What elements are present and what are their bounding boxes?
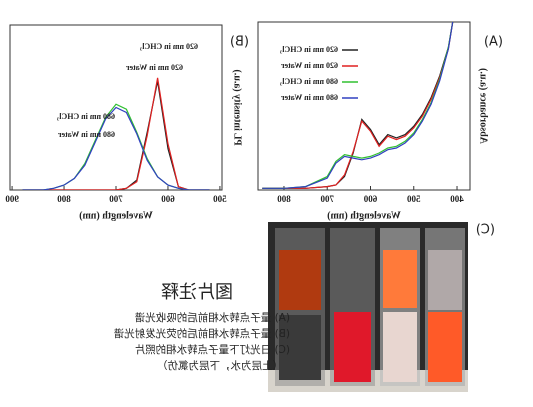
x-tick-label: 700: [109, 194, 123, 204]
panel-label: (C): [476, 223, 495, 238]
series-line: [262, 22, 454, 189]
x-tick-label: 500: [407, 194, 421, 204]
caption-line: (A) 量子点转水相前后的吸收光谱: [134, 311, 290, 324]
series-line: [22, 103, 210, 190]
annotation: 680 nm in Water: [58, 130, 115, 139]
caption-line: （上层为水，下层为氯仿）: [157, 359, 283, 372]
y-axis-label: Absorbance (a.u.): [478, 68, 489, 144]
caption-line: (B) 量子点转水相前后的荧光发射光谱: [113, 327, 290, 340]
panel-label: (A): [484, 35, 503, 50]
caption: 图片注释 (A) 量子点转水相前后的吸收光谱 (B) 量子点转水相前后的荧光发射…: [113, 282, 290, 372]
lower-layer: [279, 315, 321, 380]
series-line: [22, 106, 210, 190]
legend-label: 620 nm in CHCl₃: [279, 45, 338, 54]
x-tick-label: 600: [363, 194, 377, 204]
series-line: [262, 22, 454, 189]
x-tick-label: 700: [320, 194, 334, 204]
y-axis-label: PL intensity (a.u.): [232, 69, 243, 145]
annotation: 680 nm in CHCl₃: [56, 112, 115, 121]
plot-frame: [257, 21, 471, 191]
photo: (C): [268, 222, 495, 392]
x-tick-label: 600: [161, 194, 175, 204]
upper-layer: [334, 250, 371, 310]
x-axis-label: Wavelength (nm): [79, 210, 153, 221]
series-line: [22, 77, 210, 190]
caption-title: 图片注释: [161, 282, 233, 303]
series-line: [22, 80, 210, 190]
legend-label: 680 nm in CHCl₃: [279, 77, 338, 86]
x-tick-label: 800: [57, 194, 71, 204]
legend-label: 620 nm in Water: [281, 61, 338, 70]
x-tick-label: 800: [277, 194, 291, 204]
mirrored-figure: (C) 图片注释 (A) 量子点转水相前后的吸收光谱 (B) 量子点转水相前后的…: [5, 21, 503, 392]
lower-layer: [383, 312, 417, 382]
x-axis-label: Wavelength (nm): [327, 210, 401, 221]
x-tick-label: 900: [5, 194, 19, 204]
annotation: 620 nm in CHCl₃: [139, 42, 198, 51]
plot-area: [22, 77, 210, 190]
legend-label: 680 nm in Water: [281, 93, 338, 102]
lower-layer: [428, 312, 462, 382]
upper-layer: [428, 250, 462, 310]
lower-layer: [334, 312, 371, 382]
caption-line: (C) 日光灯下量子点转水相的照片: [135, 343, 290, 356]
annotation: 620 nm in Water: [126, 63, 183, 72]
upper-layer: [383, 250, 417, 308]
plot-area: [262, 22, 454, 189]
x-tick-label: 500: [213, 194, 227, 204]
panel-label: (B): [230, 35, 249, 50]
x-tick-label: 400: [450, 194, 464, 204]
upper-layer: [279, 250, 321, 310]
